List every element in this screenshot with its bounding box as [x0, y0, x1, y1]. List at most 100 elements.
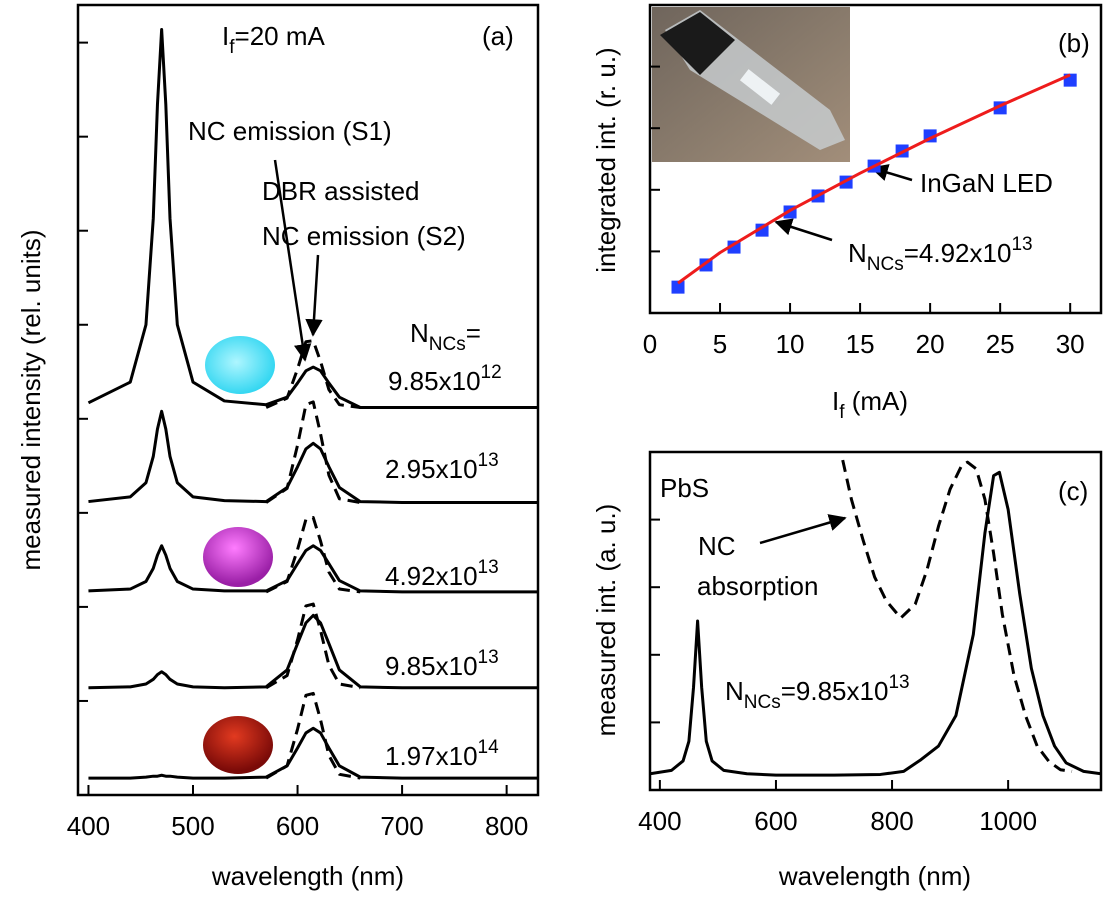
text-part: NC emission (S2) [262, 221, 466, 251]
arrow [759, 514, 847, 545]
dashed-curve [265, 339, 361, 410]
annotation: 9.85x1012 [388, 362, 502, 396]
text-part: (b) [1058, 28, 1090, 58]
x-tick-label: 600 [754, 806, 797, 836]
dashed-curve [265, 602, 361, 690]
text-part: f [229, 37, 235, 58]
curve [88, 613, 538, 690]
text-part: 14 [478, 737, 500, 758]
text-part: (mA) [844, 386, 908, 416]
text-part: I [832, 386, 839, 416]
text-part: absorption [697, 571, 818, 601]
x-tick-label: 0 [643, 329, 657, 359]
annotation: (c) [1058, 476, 1088, 506]
annotation: InGaN LED [920, 168, 1053, 198]
text-part: 2.95x10 [385, 454, 478, 484]
annotation: (a) [482, 21, 514, 51]
plot-frame [76, 3, 540, 797]
annotation: NNCs= [410, 318, 481, 355]
text-part: PbS [660, 473, 709, 503]
text-part: N [725, 676, 744, 706]
annotation: 1.97x1014 [385, 737, 499, 771]
arrow [305, 254, 323, 337]
text-part: =9.85x10 [781, 676, 889, 706]
text-part: 4.92x10 [385, 561, 478, 591]
text-part: NCs [867, 254, 904, 275]
curve [677, 73, 1071, 285]
x-axis-label: If (mA) [832, 386, 908, 423]
emission-photo [205, 336, 275, 394]
dashed-curve [265, 400, 361, 504]
emission-photo [203, 527, 273, 587]
text-part: 1.97x10 [385, 741, 478, 771]
annotation: NNCs=4.92x1013 [848, 234, 1033, 275]
annotation: NC emission (S1) [188, 116, 392, 146]
text-part: 9.85x10 [385, 651, 478, 681]
y-axis-label: measured intensity (rel. units) [16, 229, 46, 570]
x-tick-label: 500 [171, 811, 214, 841]
y-axis-label: measured int. (a. u.) [591, 504, 621, 737]
led-photo [652, 7, 850, 162]
x-tick-label: 5 [713, 329, 727, 359]
data-point [671, 280, 685, 294]
annotation: NC emission (S2) [262, 221, 466, 251]
arrow [774, 218, 833, 242]
annotation: 4.92x1013 [385, 557, 499, 591]
text-part: 12 [481, 362, 502, 383]
text-part: 13 [478, 647, 499, 668]
x-tick-label: 800 [870, 806, 913, 836]
text-part: 13 [1011, 234, 1032, 255]
y-axis-label: integrated int. (r. u.) [591, 47, 621, 272]
text-part: f [839, 402, 845, 423]
text-part: =20 mA [235, 21, 326, 51]
text-part: InGaN LED [920, 168, 1053, 198]
text-part: N [848, 238, 867, 268]
dashed-curve [841, 459, 1073, 773]
plot-frame [648, 3, 1103, 315]
text-part: =4.92x10 [904, 238, 1012, 268]
text-part: NCs [744, 692, 781, 713]
annotation: absorption [697, 571, 818, 601]
annotation: If=20 mA [222, 21, 326, 58]
plot-frame [648, 450, 1103, 792]
text-part: = [466, 318, 481, 348]
annotation: DBR assisted [262, 176, 420, 206]
x-axis-label: wavelength (nm) [211, 861, 404, 891]
x-tick-label: 30 [1056, 329, 1085, 359]
text-part: NCs [429, 334, 466, 355]
text-part: N [410, 318, 429, 348]
annotation: PbS [660, 473, 709, 503]
annotation: NC [698, 531, 736, 561]
curve [650, 470, 1101, 777]
dashed-curve [265, 691, 361, 780]
text-part: DBR assisted [262, 176, 420, 206]
x-tick-label: 15 [846, 329, 875, 359]
text-part: (c) [1058, 476, 1088, 506]
annotation: 2.95x1013 [385, 450, 499, 484]
annotation: 9.85x1013 [385, 647, 499, 681]
text-part: I [222, 21, 229, 51]
x-tick-label: 1000 [979, 806, 1037, 836]
curve [88, 726, 538, 780]
text-part: 9.85x10 [388, 366, 481, 396]
annotation: (b) [1058, 28, 1090, 58]
text-part: 13 [888, 672, 909, 693]
text-part: NC [698, 531, 736, 561]
x-tick-label: 400 [638, 806, 681, 836]
curve [87, 27, 538, 410]
text-part: (a) [482, 21, 514, 51]
x-axis-label: wavelength (nm) [778, 861, 971, 891]
x-tick-label: 400 [67, 811, 110, 841]
text-part: 13 [478, 450, 499, 471]
x-tick-label: 600 [276, 811, 319, 841]
annotation: NNCs=9.85x1013 [725, 672, 910, 713]
curve [88, 409, 538, 505]
x-tick-label: 800 [485, 811, 528, 841]
text-part: NC emission (S1) [188, 116, 392, 146]
x-tick-label: 10 [776, 329, 805, 359]
curve [88, 544, 538, 594]
text-part: 13 [478, 557, 499, 578]
arrow [273, 159, 312, 362]
x-tick-label: 25 [986, 329, 1015, 359]
